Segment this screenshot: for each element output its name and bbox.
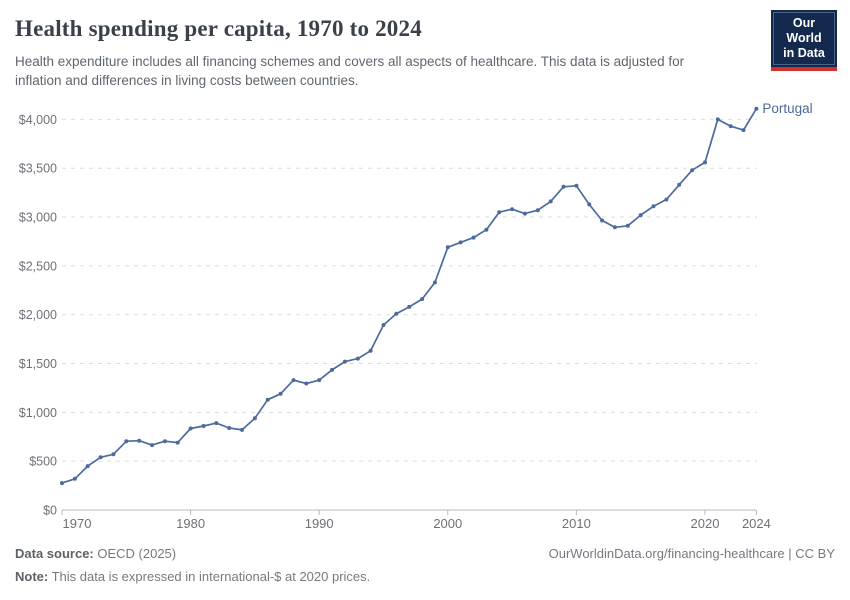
data-line[interactable] <box>61 107 758 484</box>
chart-subtitle: Health expenditure includes all financin… <box>15 54 685 88</box>
data-point[interactable] <box>625 223 630 228</box>
data-point[interactable] <box>664 197 669 202</box>
owid-logo[interactable]: Our World in Data <box>771 10 837 71</box>
data-point[interactable] <box>600 218 605 223</box>
y-tick-label: $2,500 <box>19 259 57 273</box>
data-point[interactable] <box>690 168 695 173</box>
y-tick-label: $2,000 <box>19 308 57 322</box>
data-point[interactable] <box>420 297 425 302</box>
y-tick-label: $1,000 <box>19 406 57 420</box>
data-point[interactable] <box>214 421 219 426</box>
data-point[interactable] <box>561 184 566 189</box>
data-point[interactable] <box>471 235 476 240</box>
x-tick-label: 2024 <box>742 516 771 531</box>
y-tick-label: $500 <box>29 455 57 469</box>
data-point[interactable] <box>612 225 617 230</box>
data-point[interactable] <box>381 323 386 327</box>
data-point[interactable] <box>291 378 296 383</box>
data-point[interactable] <box>60 481 64 486</box>
data-point[interactable] <box>715 117 720 122</box>
footer-link[interactable]: OurWorldinData.org/financing-healthcare … <box>548 546 835 561</box>
data-point[interactable] <box>330 367 334 372</box>
data-point[interactable] <box>162 439 167 444</box>
y-tick-label: $4,000 <box>19 113 57 127</box>
y-tick-label: $3,000 <box>19 211 57 225</box>
data-point[interactable] <box>587 202 592 207</box>
data-point[interactable] <box>432 280 437 285</box>
x-tick-label: 2020 <box>691 516 720 531</box>
data-point[interactable] <box>355 356 360 361</box>
note-line: Note: This data is expressed in internat… <box>15 569 835 584</box>
gridlines <box>62 118 757 511</box>
data-point[interactable] <box>188 426 193 431</box>
x-axis: 1970 1980 1990 2000 2010 2020 2024 <box>61 510 771 531</box>
x-tick-label: 2010 <box>562 516 591 531</box>
data-point[interactable] <box>368 348 373 353</box>
data-point[interactable] <box>574 183 579 188</box>
data-point[interactable] <box>522 211 527 216</box>
data-point[interactable] <box>265 397 270 402</box>
data-point[interactable] <box>98 455 103 460</box>
data-point[interactable] <box>741 128 746 133</box>
y-tick-label: $0 <box>43 504 57 518</box>
data-point[interactable] <box>72 476 77 481</box>
data-point[interactable] <box>342 359 347 364</box>
data-point[interactable] <box>304 381 309 386</box>
data-point[interactable] <box>458 240 463 245</box>
x-tick-label: 2000 <box>433 516 462 531</box>
data-point[interactable] <box>137 438 142 443</box>
chart-footer: Data source: OECD (2025) OurWorldinData.… <box>15 546 835 584</box>
series-portugal[interactable] <box>60 106 759 486</box>
page-title: Health spending per capita, 1970 to 2024 <box>15 16 422 41</box>
y-tick-label: $1,500 <box>19 357 57 371</box>
data-point[interactable] <box>201 424 206 428</box>
data-point[interactable] <box>445 245 450 250</box>
data-point[interactable] <box>317 378 322 383</box>
data-point[interactable] <box>651 204 656 209</box>
data-source-value: OECD (2025) <box>93 546 177 561</box>
data-point[interactable] <box>124 439 129 444</box>
series-end-label[interactable]: Portugal <box>762 101 812 116</box>
data-point[interactable] <box>85 464 90 469</box>
data-point[interactable] <box>407 304 412 309</box>
data-point[interactable] <box>638 213 643 218</box>
data-point[interactable] <box>510 207 515 212</box>
data-point[interactable] <box>728 124 733 129</box>
data-point[interactable] <box>240 427 244 432</box>
note-label: Note: <box>15 569 49 584</box>
data-point[interactable] <box>677 182 682 187</box>
data-point[interactable] <box>227 426 232 430</box>
data-point[interactable] <box>111 452 116 457</box>
data-point[interactable] <box>703 160 707 165</box>
data-point[interactable] <box>175 440 180 445</box>
note-value: This data is expressed in international-… <box>48 569 371 584</box>
data-point[interactable] <box>484 227 489 232</box>
x-tick-label: 1990 <box>305 516 334 531</box>
data-source-line: Data source: OECD (2025) <box>15 546 176 561</box>
data-point[interactable] <box>252 416 257 421</box>
data-point[interactable] <box>754 106 759 111</box>
y-axis-labels: $0 $500 $1,000 $1,500 $2,000 $2,500 $3,000 $3,5… <box>19 113 57 518</box>
data-point[interactable] <box>497 210 502 215</box>
x-tick-label: 1980 <box>176 516 205 531</box>
data-point[interactable] <box>278 391 283 396</box>
x-tick-label: 1970 <box>63 516 92 531</box>
owid-logo-text: Our World in Data <box>773 12 835 65</box>
data-point[interactable] <box>535 208 540 213</box>
data-source-label: Data source: <box>15 546 94 561</box>
data-point[interactable] <box>150 443 154 448</box>
y-tick-label: $3,500 <box>19 162 57 176</box>
data-point[interactable] <box>548 199 553 204</box>
data-point[interactable] <box>394 311 399 316</box>
